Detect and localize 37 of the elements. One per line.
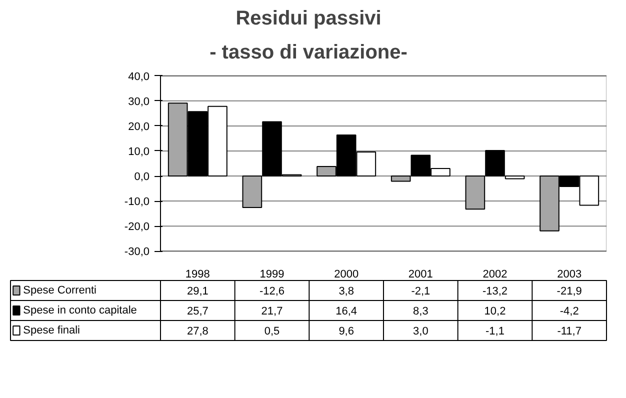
data-label: 29,1 — [186, 286, 208, 298]
data-label: -2,1 — [411, 286, 430, 298]
y-tick-label: 0,0 — [134, 171, 150, 184]
data-label: 27,8 — [186, 326, 208, 338]
data-label: 9,6 — [338, 326, 354, 338]
data-label: 25,7 — [186, 306, 208, 318]
legend-label: Spese finali — [23, 324, 80, 336]
y-tick-label: -10,0 — [124, 196, 150, 208]
y-tick-label: 30,0 — [128, 96, 150, 108]
x-tick-label: 2001 — [408, 268, 433, 280]
data-label: 3,0 — [413, 326, 428, 338]
data-label: -4,2 — [560, 306, 579, 318]
data-label: 0,5 — [264, 326, 280, 338]
y-tick-label: 20,0 — [128, 120, 150, 133]
x-tick-label: 1999 — [260, 268, 284, 280]
data-label: -11,7 — [557, 326, 582, 338]
x-tick-label: 1998 — [185, 268, 210, 280]
chart-subtitle: - tasso di variazione- — [210, 42, 408, 64]
x-tick-label: 2002 — [482, 268, 508, 280]
data-label: -21,9 — [556, 286, 582, 298]
y-tick-label: -20,0 — [124, 221, 150, 234]
data-label: 8,3 — [413, 306, 428, 318]
data-label: -12,6 — [259, 286, 285, 298]
chart-title: Residui passivi — [236, 8, 382, 30]
data-label: 21,7 — [261, 306, 283, 318]
data-label: 10,2 — [484, 306, 506, 318]
data-label: -13,2 — [482, 286, 508, 298]
x-tick-label: 2003 — [557, 268, 582, 280]
legend-label: Spese Correnti — [23, 284, 97, 296]
data-label: 3,8 — [338, 286, 354, 298]
y-tick-label: 40,0 — [128, 70, 150, 83]
y-tick-label: -30,0 — [124, 246, 150, 258]
data-label: 16,4 — [336, 306, 358, 318]
data-label: -1,1 — [486, 326, 504, 338]
y-tick-label: 10,0 — [128, 146, 150, 158]
x-tick-label: 2000 — [334, 268, 359, 280]
legend-label: Spese in conto capitale — [23, 304, 137, 316]
